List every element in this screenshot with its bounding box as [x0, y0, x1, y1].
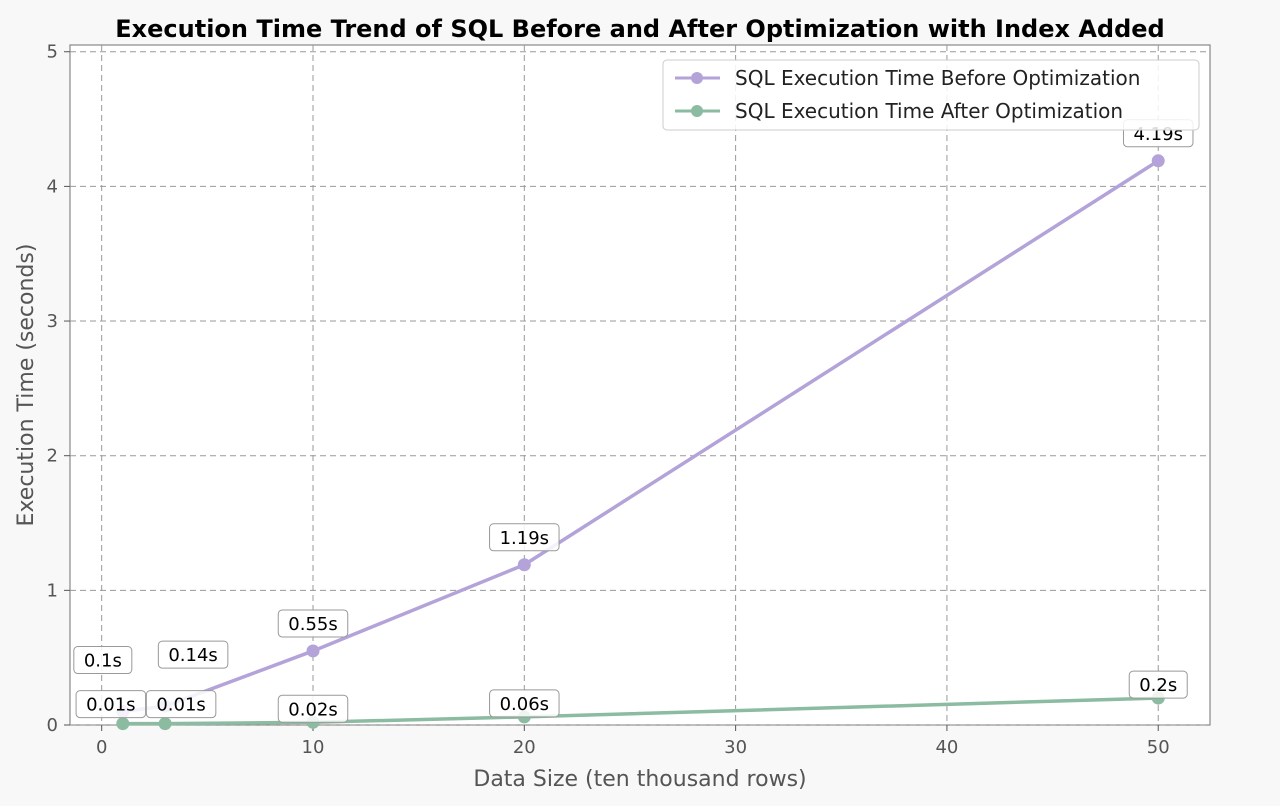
x-axis-label: Data Size (ten thousand rows) [473, 767, 806, 792]
data-label: 0.55s [288, 614, 337, 635]
y-tick-label: 0 [47, 715, 58, 736]
legend-label-after: SQL Execution Time After Optimization [735, 99, 1123, 123]
chart-title: Execution Time Trend of SQL Before and A… [115, 15, 1164, 43]
data-label: 0.2s [1139, 675, 1177, 696]
x-tick-label: 40 [935, 737, 958, 758]
data-label-box [489, 523, 560, 552]
x-tick-label: 10 [302, 737, 325, 758]
data-label: 0.14s [168, 645, 217, 666]
data-label-box [489, 689, 560, 718]
legend-marker-before [691, 72, 703, 84]
data-label-box [75, 690, 147, 719]
y-tick-label: 2 [47, 446, 58, 467]
data-label-box [277, 694, 349, 723]
y-tick-label: 5 [47, 42, 58, 63]
data-label: 0.02s [288, 699, 337, 720]
x-tick-label: 20 [513, 737, 536, 758]
data-point [116, 717, 130, 731]
y-axis-label: Execution Time (seconds) [14, 244, 39, 527]
data-label: 0.01s [156, 695, 205, 716]
x-tick-label: 30 [724, 737, 747, 758]
data-label-box [73, 646, 133, 675]
data-label: 0.06s [500, 694, 549, 715]
x-tick-label: 0 [96, 737, 107, 758]
plot-area [69, 44, 1211, 726]
data-point [517, 558, 531, 572]
data-label-box [277, 609, 349, 638]
legend: SQL Execution Time Before Optimization S… [662, 59, 1200, 131]
y-tick-label: 3 [47, 311, 58, 332]
data-label-box [1128, 670, 1188, 699]
data-label-box [145, 690, 217, 719]
legend-marker-after [691, 105, 703, 117]
data-label-box [157, 640, 229, 669]
data-label: 0.1s [84, 651, 122, 672]
data-point [158, 717, 172, 731]
y-tick-label: 1 [47, 580, 58, 601]
data-point [306, 644, 320, 658]
data-point [1151, 154, 1165, 168]
x-tick-label: 50 [1147, 737, 1170, 758]
data-label: 0.01s [86, 695, 135, 716]
data-label: 1.19s [500, 528, 549, 549]
legend-label-before: SQL Execution Time Before Optimization [735, 66, 1140, 90]
y-tick-label: 4 [47, 176, 58, 197]
